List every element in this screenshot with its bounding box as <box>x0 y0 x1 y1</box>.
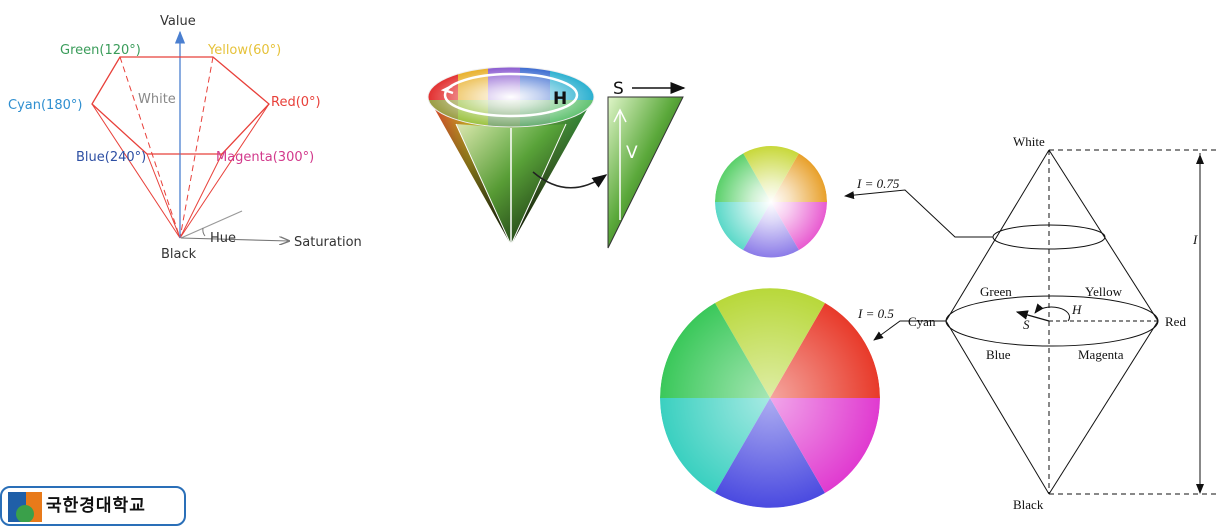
hexcone-diagram: Value Green(120°) Yellow(60°) Cyan(180°)… <box>8 14 362 262</box>
logo-emblem-icon <box>8 492 42 522</box>
hsi-double-cone <box>844 149 1220 495</box>
university-logo: 국한경대학교 <box>0 486 186 526</box>
hsi-disk-large <box>660 288 880 508</box>
value-saturation-slice <box>607 96 684 249</box>
hsi-s-label: S <box>1023 317 1030 332</box>
hue-label: Hue <box>210 231 236 246</box>
hsi-white-label: White <box>1013 134 1045 149</box>
white-label: White <box>138 92 176 107</box>
hexcone-hidden-edges <box>119 56 214 239</box>
logo-text: 국한경대학교 <box>46 496 146 516</box>
s-label: S <box>613 79 624 99</box>
hsi-h-label: H <box>1071 302 1082 317</box>
hue-line <box>180 210 243 239</box>
i-05-label: I = 0.5 <box>857 306 894 321</box>
blue-label: Blue(240°) <box>76 150 146 165</box>
hue-angle-arc <box>202 227 206 237</box>
hsv-cone-diagram: H V S <box>427 66 686 249</box>
hsi-green-label: Green <box>980 284 1012 299</box>
magenta-label: Magenta(300°) <box>216 150 314 165</box>
green-label: Green(120°) <box>60 43 141 58</box>
slice-arrow <box>532 171 608 189</box>
hsi-magenta-label: Magenta <box>1078 347 1124 362</box>
hsi-blue-label: Blue <box>986 347 1011 362</box>
hexcone-edges <box>91 103 270 239</box>
v-label: V <box>626 143 638 163</box>
hsi-yellow-label: Yellow <box>1085 284 1123 299</box>
hsi-disk-small <box>715 146 827 258</box>
red-label: Red(0°) <box>271 95 321 110</box>
value-label: Value <box>160 14 196 29</box>
hsi-labels: White Black Green Yellow Cyan Red Blue M… <box>856 134 1198 512</box>
hsi-red-label: Red <box>1165 314 1186 329</box>
i-075-label: I = 0.75 <box>856 176 900 191</box>
hue-arrow <box>443 72 579 118</box>
saturation-axis <box>180 238 289 241</box>
yellow-label: Yellow(60°) <box>207 43 281 58</box>
saturation-label: Saturation <box>294 235 362 250</box>
hsi-cyan-label: Cyan <box>908 314 936 329</box>
hsi-black-label: Black <box>1013 497 1044 512</box>
cyan-label: Cyan(180°) <box>8 98 82 113</box>
black-label: Black <box>161 247 197 262</box>
h-label: H <box>553 89 567 109</box>
hsi-i-label: I <box>1192 232 1198 247</box>
